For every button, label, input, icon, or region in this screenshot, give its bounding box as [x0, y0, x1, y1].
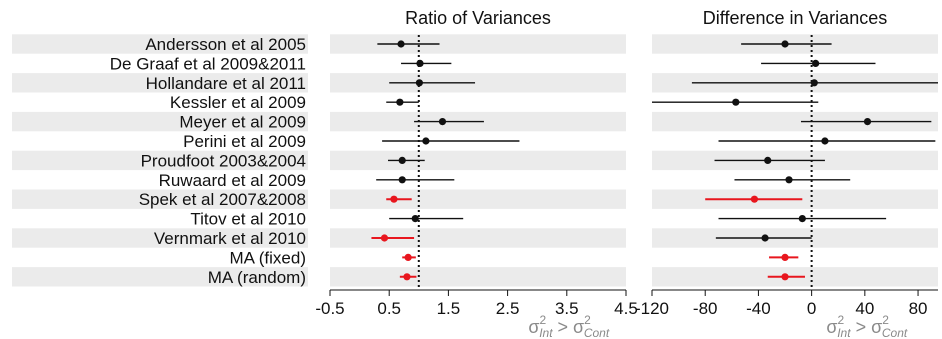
x-tick-label: 0.5: [377, 299, 401, 318]
row-stripe: [330, 189, 626, 209]
point-estimate: [764, 156, 772, 164]
ratio-panel: Ratio of Variances-0.5 0.5 1.5 2.5 3.5 4.5σ2 I…: [315, 8, 637, 339]
x-tick-label: 4.5: [614, 299, 638, 318]
point-estimate: [821, 137, 829, 145]
row-stripe: [12, 189, 308, 209]
row-stripe: [330, 267, 626, 287]
study-label: MA (random): [208, 268, 306, 287]
row-stripe: [330, 73, 626, 93]
point-estimate: [761, 234, 769, 242]
x-axis-label-part: >: [553, 317, 574, 337]
point-estimate: [732, 98, 740, 106]
row-stripe: [12, 150, 308, 171]
row-stripe: [330, 150, 626, 171]
row-stripe: [330, 34, 626, 54]
x-axis-label: σ2 Int > σ2 Cont: [528, 313, 609, 339]
point-estimate: [380, 234, 389, 242]
study-label: Spek et al 2007&2008: [139, 190, 306, 209]
point-estimate: [415, 79, 423, 87]
x-axis-label-part: σ: [573, 317, 584, 337]
study-label: Meyer et al 2009: [179, 113, 306, 132]
study-label: Hollandare et al 2011: [146, 74, 306, 93]
point-estimate: [398, 176, 406, 184]
x-tick-label: 0: [807, 299, 816, 318]
x-axis-label-part: 2: [882, 313, 889, 327]
point-estimate: [403, 273, 411, 281]
study-label: Titov et al 2010: [190, 210, 306, 229]
study-label: De Graaf et al 2009&2011: [110, 54, 306, 73]
x-axis-label-part: σ: [826, 317, 837, 337]
point-estimate: [411, 215, 419, 223]
x-axis-label-part: Cont: [584, 326, 610, 339]
point-estimate: [863, 118, 872, 126]
row-stripe: [12, 73, 308, 93]
point-estimate: [798, 215, 806, 223]
row-stripe: [330, 228, 626, 248]
study-label: MA (fixed): [229, 248, 306, 267]
x-tick-label: -0.5: [315, 299, 344, 318]
point-estimate: [810, 79, 818, 87]
row-stripe: [12, 228, 308, 248]
point-estimate: [812, 59, 820, 67]
point-estimate: [390, 195, 398, 203]
x-axis-label-part: 2: [584, 313, 591, 327]
x-axis-label: σ2 Int > σ2 Cont: [826, 313, 907, 339]
study-label: Proudfoot 2003&2004: [141, 151, 306, 170]
x-tick-label: 1.5: [437, 299, 461, 318]
point-estimate: [397, 40, 405, 48]
x-tick-label: -40: [746, 299, 771, 318]
panel-title: Ratio of Variances: [405, 8, 551, 28]
point-estimate: [404, 253, 412, 261]
row-stripe: [12, 34, 308, 54]
x-axis-label-part: 2: [540, 313, 547, 327]
x-tick-label: 40: [855, 299, 874, 318]
x-axis-label-part: Cont: [882, 326, 908, 339]
point-estimate: [781, 40, 789, 48]
study-label: Ruwaard et al 2009: [159, 171, 306, 190]
point-estimate: [750, 195, 759, 203]
point-estimate: [416, 59, 424, 67]
x-tick-label: 3.5: [555, 299, 579, 318]
difference-panel: Difference in Variances-120 -80 -40 0 40 80σ2…: [635, 8, 938, 339]
x-tick-label: 80: [909, 299, 928, 318]
study-label: Vernmark et al 2010: [154, 229, 306, 248]
x-axis-label-part: σ: [528, 317, 539, 337]
x-tick-label: -120: [635, 299, 669, 318]
point-estimate: [398, 156, 406, 164]
row-stripe: [12, 111, 308, 132]
point-estimate: [438, 118, 447, 126]
point-estimate: [781, 253, 789, 261]
x-axis-label-part: Int: [539, 326, 553, 339]
row-stripe: [12, 267, 308, 287]
row-stripe: [652, 111, 938, 132]
x-axis-label-part: σ: [871, 317, 882, 337]
study-label: Andersson et al 2005: [145, 35, 306, 54]
x-tick-label: -80: [693, 299, 718, 318]
panel-title: Difference in Variances: [703, 8, 887, 28]
point-estimate: [422, 137, 430, 145]
study-label: Kessler et al 2009: [170, 93, 306, 112]
point-estimate: [785, 176, 793, 184]
x-axis-label-part: Int: [837, 326, 851, 339]
x-axis-label-part: 2: [838, 313, 845, 327]
x-tick-label: 2.5: [496, 299, 520, 318]
point-estimate: [396, 98, 404, 106]
x-axis-label-part: >: [851, 317, 872, 337]
study-label: Perini et al 2009: [183, 132, 306, 151]
point-estimate: [781, 273, 789, 281]
